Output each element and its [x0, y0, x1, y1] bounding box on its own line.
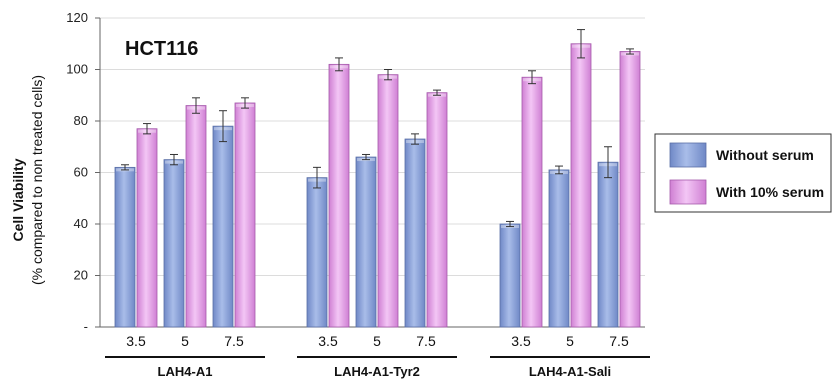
bar [212, 125, 234, 328]
y-tick-label: 60 [74, 165, 88, 180]
y-tick-label: 80 [74, 113, 88, 128]
bar [163, 159, 185, 328]
bar [521, 76, 543, 328]
x-tick-label: 7.5 [224, 333, 244, 349]
y-tick-label: 100 [66, 62, 88, 77]
bar [185, 105, 207, 328]
bar [570, 43, 592, 328]
bar [306, 177, 328, 328]
bar [328, 63, 350, 328]
x-tick-label: 7.5 [609, 333, 629, 349]
y-tick-label: - [84, 319, 88, 334]
bar [548, 169, 570, 328]
tick-labels: - 20 40 60 80 100 120 3.5 5 7.5 LAH4-A1 3.5 5 7.5 LAH4… [66, 10, 629, 379]
legend-label-without-serum: Without serum [716, 147, 814, 163]
y-axis-label-line1: Cell Viability [10, 158, 26, 241]
group-label: LAH4-A1-Tyr2 [334, 364, 420, 379]
y-axis-label-line2: (% compared to non treated cells) [29, 75, 45, 285]
legend-swatch-with-serum [669, 179, 707, 205]
legend-swatch-without-serum [669, 142, 707, 168]
bar [404, 138, 426, 328]
y-tick-label: 40 [74, 216, 88, 231]
x-tick-label: 5 [566, 333, 574, 349]
bar [136, 128, 158, 328]
y-tick-label: 20 [74, 268, 88, 283]
bars [114, 43, 641, 328]
y-tick-label: 120 [66, 10, 88, 25]
bar [499, 223, 521, 328]
chart-title: HCT116 [125, 38, 198, 60]
error-bars [121, 29, 634, 228]
bar [355, 156, 377, 328]
x-tick-label: 3.5 [318, 333, 338, 349]
group-label: LAH4-A1 [158, 364, 213, 379]
bar [597, 161, 619, 328]
group-label: LAH4-A1-Sali [529, 364, 611, 379]
bar [114, 166, 136, 328]
x-tick-label: 7.5 [416, 333, 436, 349]
bar [426, 92, 448, 328]
x-tick-label: 5 [181, 333, 189, 349]
x-tick-label: 3.5 [126, 333, 146, 349]
legend: Without serum With 10% serum [654, 133, 832, 213]
bar [377, 74, 399, 328]
legend-label-with-serum: With 10% serum [716, 184, 824, 200]
x-tick-label: 3.5 [511, 333, 531, 349]
bar [234, 102, 256, 328]
x-tick-label: 5 [373, 333, 381, 349]
bar [619, 51, 641, 328]
